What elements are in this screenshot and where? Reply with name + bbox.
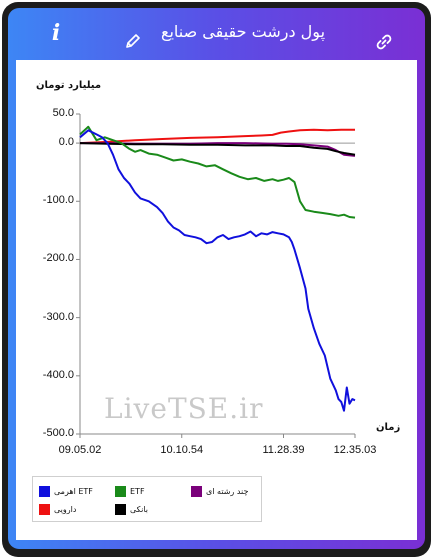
x-tick-label: 10.10.54 bbox=[160, 444, 204, 456]
legend-label: ETF bbox=[130, 487, 145, 496]
legend-swatch bbox=[39, 504, 50, 515]
series-line-0 bbox=[79, 129, 356, 412]
pencil-icon[interactable] bbox=[124, 32, 142, 50]
legend-label: بانکی bbox=[130, 505, 148, 514]
info-icon[interactable]: i bbox=[51, 20, 61, 46]
y-tick-label: -500.0 bbox=[42, 427, 74, 439]
legend-label: چند رشته ای bbox=[206, 487, 249, 496]
x-tick-label: 09.05.02 bbox=[58, 444, 102, 456]
y-tick-label: -400.0 bbox=[42, 368, 74, 381]
legend-swatch bbox=[115, 486, 126, 497]
page-title: پول درشت حقیقی صنایع bbox=[160, 22, 326, 41]
y-tick-label: -100.0 bbox=[42, 194, 74, 207]
chart-panel bbox=[16, 60, 417, 540]
series-line-1 bbox=[79, 125, 356, 219]
x-axis-title: زمان bbox=[376, 422, 401, 433]
header-bar: i پول درشت حقیقی صنایع bbox=[8, 8, 425, 60]
y-tick-label: -200.0 bbox=[42, 252, 74, 265]
widget-card: i پول درشت حقیقی صنایع bbox=[8, 8, 425, 549]
y-tick-label: 0.0 bbox=[58, 136, 74, 149]
legend-label: ETF اهرمی bbox=[54, 487, 93, 496]
y-tick-label: -300.0 bbox=[42, 310, 74, 323]
legend-swatch bbox=[115, 504, 126, 515]
watermark: LiveTSE.ir bbox=[104, 392, 264, 425]
legend-swatch bbox=[191, 486, 202, 497]
series-line-3 bbox=[79, 128, 355, 145]
x-tick-label: 12.35.03 bbox=[333, 444, 377, 456]
legend-swatch bbox=[39, 486, 50, 497]
series-line-4 bbox=[79, 142, 356, 156]
x-tick-label: 11.28.39 bbox=[262, 444, 305, 456]
link-icon[interactable] bbox=[374, 32, 394, 52]
y-axis-title: میلیارد تومان bbox=[36, 80, 102, 91]
chart-legend: ETF اهرمی ETF چند رشته ای دارویی بانکی bbox=[32, 476, 262, 522]
y-tick-label: 50.0 bbox=[52, 107, 74, 119]
legend-label: دارویی bbox=[54, 505, 77, 514]
